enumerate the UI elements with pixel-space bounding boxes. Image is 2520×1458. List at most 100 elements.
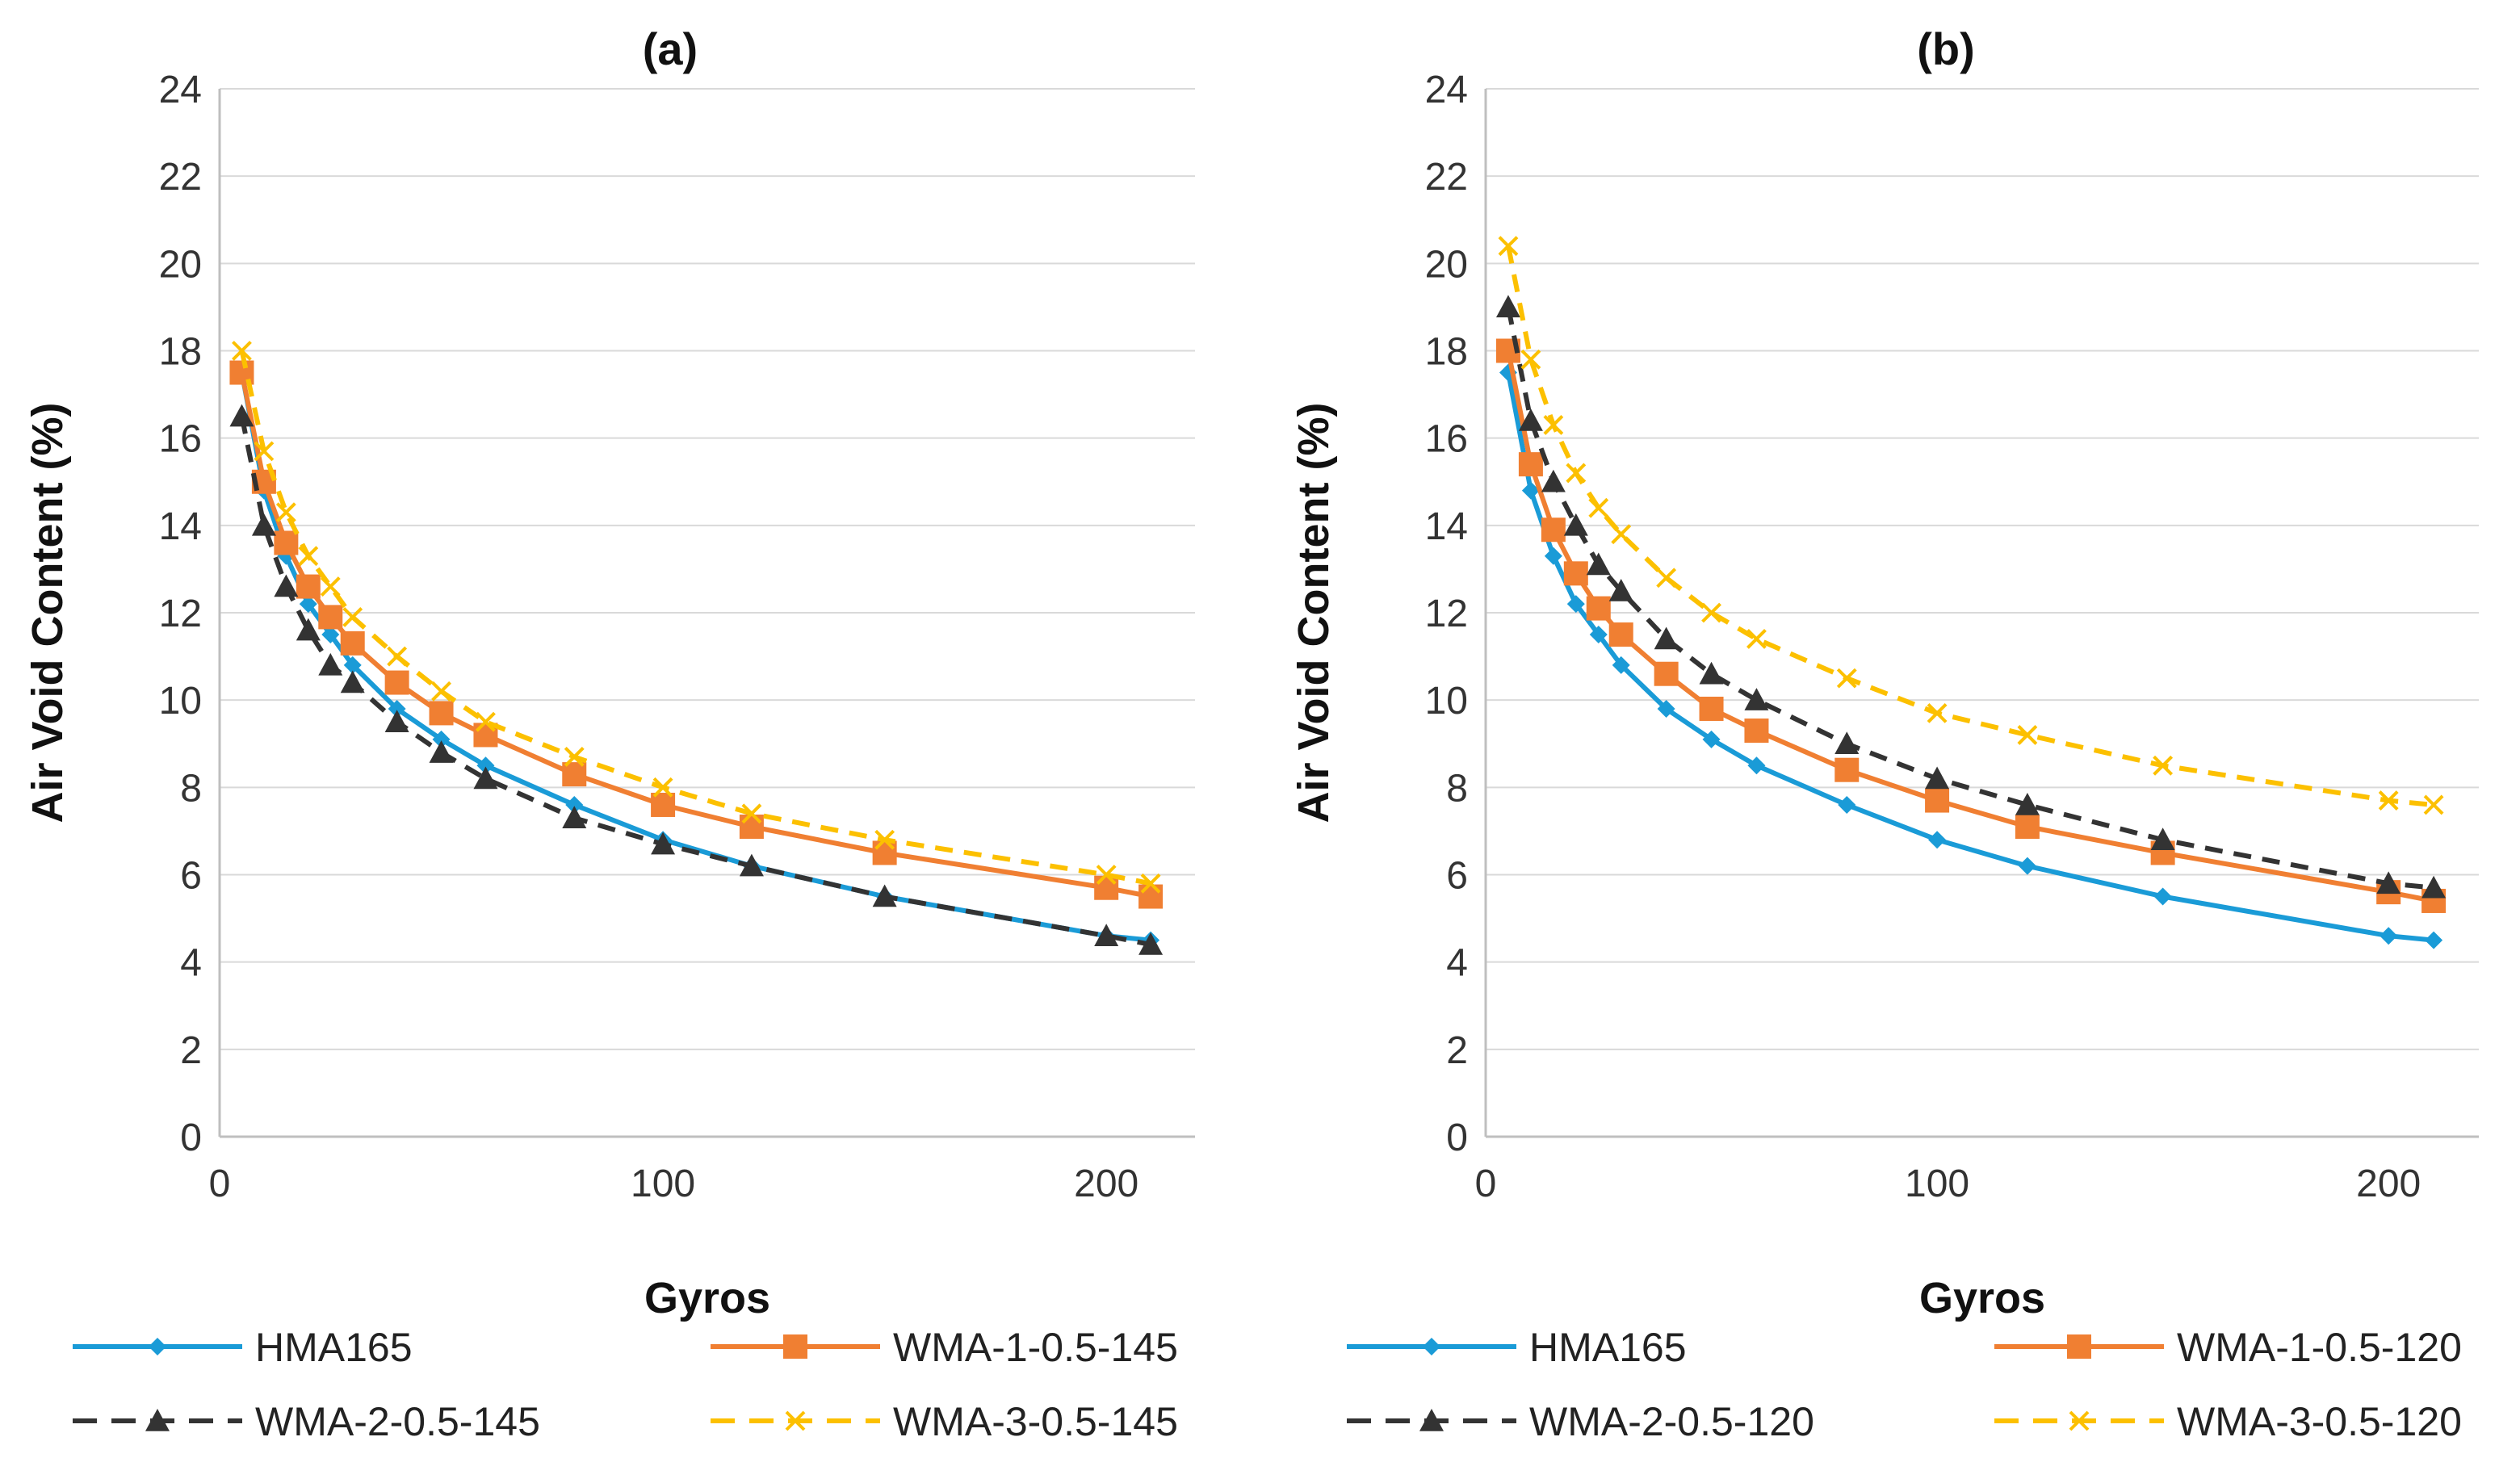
legend-label: HMA165 (1529, 1325, 1687, 1370)
data-point (1654, 661, 1679, 686)
data-point (1518, 408, 1543, 431)
y-tick-label: 2 (180, 1029, 202, 1072)
data-point (1699, 696, 1724, 721)
legend-label: WMA-2-0.5-120 (1529, 1399, 1814, 1444)
y-tick-label: 8 (1446, 767, 1468, 810)
y-tick-label: 4 (1446, 942, 1468, 985)
data-point (432, 730, 451, 748)
data-point (296, 618, 321, 641)
data-point (1746, 629, 1767, 649)
series-line-hma165 (239, 371, 1151, 943)
y-tick-label: 22 (1425, 156, 1468, 199)
data-point (1656, 568, 1677, 589)
series-line-wma-1-0.5-120 (1506, 350, 2434, 903)
data-point (388, 699, 406, 718)
legend-label: WMA-1-0.5-120 (2177, 1325, 2462, 1370)
data-point (429, 701, 454, 726)
data-point (340, 631, 365, 656)
data-point (318, 605, 343, 630)
data-point (340, 670, 365, 693)
legend-label: WMA-3-0.5-120 (2177, 1399, 2462, 1444)
data-point (2017, 725, 2038, 745)
data-point (1928, 831, 1947, 849)
data-point (1586, 596, 1611, 621)
data-point (320, 576, 341, 597)
data-point (741, 803, 762, 824)
legend-marker (1423, 1338, 1440, 1355)
x-tick-label: 100 (631, 1163, 695, 1205)
data-point (232, 341, 252, 361)
data-point (1744, 719, 1769, 744)
x-tick-label: 0 (1475, 1163, 1497, 1205)
data-point (1608, 622, 1633, 647)
data-point (1140, 873, 1161, 894)
data-point (1611, 524, 1632, 545)
legend-marker (2067, 1334, 2091, 1359)
data-point (1521, 481, 1540, 500)
legend-label: WMA-3-0.5-145 (893, 1399, 1178, 1444)
y-tick-label: 14 (1425, 505, 1468, 548)
legend-label: WMA-2-0.5-145 (255, 1399, 540, 1444)
data-point (1495, 295, 1520, 318)
data-point (1699, 661, 1724, 685)
y-axis-title: Air Void Content (%) (23, 403, 72, 823)
data-point (2150, 827, 2175, 850)
data-point (1544, 547, 1562, 565)
data-point (652, 777, 673, 798)
legend-marker (149, 1338, 166, 1355)
data-point (343, 656, 362, 674)
x-tick-label: 0 (209, 1163, 231, 1205)
y-tick-label: 20 (159, 243, 202, 286)
data-point (1702, 730, 1721, 748)
data-point (473, 766, 498, 790)
y-tick-label: 8 (180, 767, 202, 810)
data-point (2018, 857, 2036, 875)
y-tick-label: 16 (1425, 418, 1468, 461)
legend-marker (145, 1409, 170, 1431)
data-point (1138, 884, 1164, 909)
data-point (229, 404, 254, 427)
y-tick-label: 10 (159, 680, 202, 723)
series-line-wma-2-0.5-145 (239, 416, 1151, 947)
data-point (1563, 513, 1588, 536)
data-point (298, 546, 319, 567)
data-point (1518, 452, 1543, 477)
legend-marker (2069, 1410, 2090, 1431)
data-point (739, 815, 764, 840)
data-point (476, 756, 495, 775)
data-point (387, 646, 408, 667)
data-point (1498, 236, 1519, 257)
data-point (1138, 932, 1164, 955)
data-point (1838, 795, 1856, 814)
data-point (2423, 794, 2444, 815)
data-point (1927, 702, 1948, 723)
data-point (1654, 626, 1679, 650)
data-point (1657, 699, 1675, 718)
data-point (1586, 552, 1611, 576)
y-tick-label: 6 (180, 855, 202, 898)
data-point (1096, 865, 1117, 885)
data-point (296, 574, 321, 599)
y-tick-label: 22 (159, 156, 202, 199)
data-point (318, 652, 343, 676)
data-point (1925, 788, 1950, 813)
data-point (872, 884, 897, 907)
y-tick-label: 12 (159, 593, 202, 635)
data-point (1566, 595, 1585, 614)
x-axis-title: Gyros (1919, 1274, 2045, 1322)
data-point (651, 832, 676, 855)
data-point (1566, 463, 1587, 484)
data-point (321, 626, 340, 644)
x-tick-label: 200 (2356, 1163, 2421, 1205)
data-point (2380, 927, 2398, 945)
data-point (1612, 656, 1630, 674)
data-point (564, 747, 585, 767)
data-point (2015, 792, 2040, 815)
data-point (1589, 626, 1608, 644)
data-point (1701, 602, 1721, 623)
legend-marker (783, 1334, 807, 1359)
data-point (565, 795, 584, 814)
